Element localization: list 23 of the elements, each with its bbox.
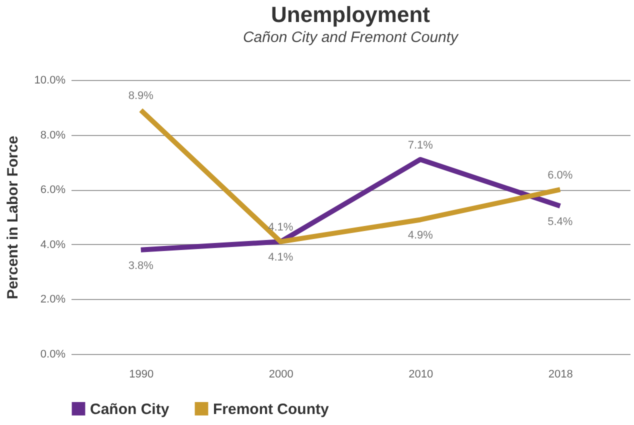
data-label: 7.1% [408, 139, 434, 152]
chart-title: Unemployment [271, 2, 431, 27]
data-label: 4.1% [268, 222, 294, 234]
y-tick-label: 2.0% [40, 294, 66, 306]
x-tick-label: 1990 [129, 368, 154, 380]
chart-subtitle: Cañon City and Fremont County [242, 29, 460, 46]
y-tick-label: 6.0% [40, 184, 66, 196]
y-tick-label: 10.0% [34, 74, 66, 86]
data-label: 4.1% [268, 252, 294, 264]
y-tick-label: 0.0% [40, 348, 66, 360]
data-label: 8.9% [128, 90, 154, 102]
x-tick-label: 2000 [268, 368, 294, 380]
x-tick-label: 2010 [408, 368, 434, 380]
legend-label: Fremont County [213, 400, 330, 418]
x-tick-label: 2018 [548, 368, 573, 380]
data-label: 6.0% [548, 170, 573, 182]
y-axis-title: Percent in Labor Force [4, 136, 22, 300]
data-label: 3.8% [128, 260, 154, 272]
data-label: 4.9% [408, 230, 434, 242]
y-tick-label: 4.0% [40, 238, 66, 251]
legend-label: Cañon City [90, 400, 170, 418]
data-label: 5.4% [548, 216, 573, 228]
y-tick-label: 8.0% [40, 129, 66, 142]
